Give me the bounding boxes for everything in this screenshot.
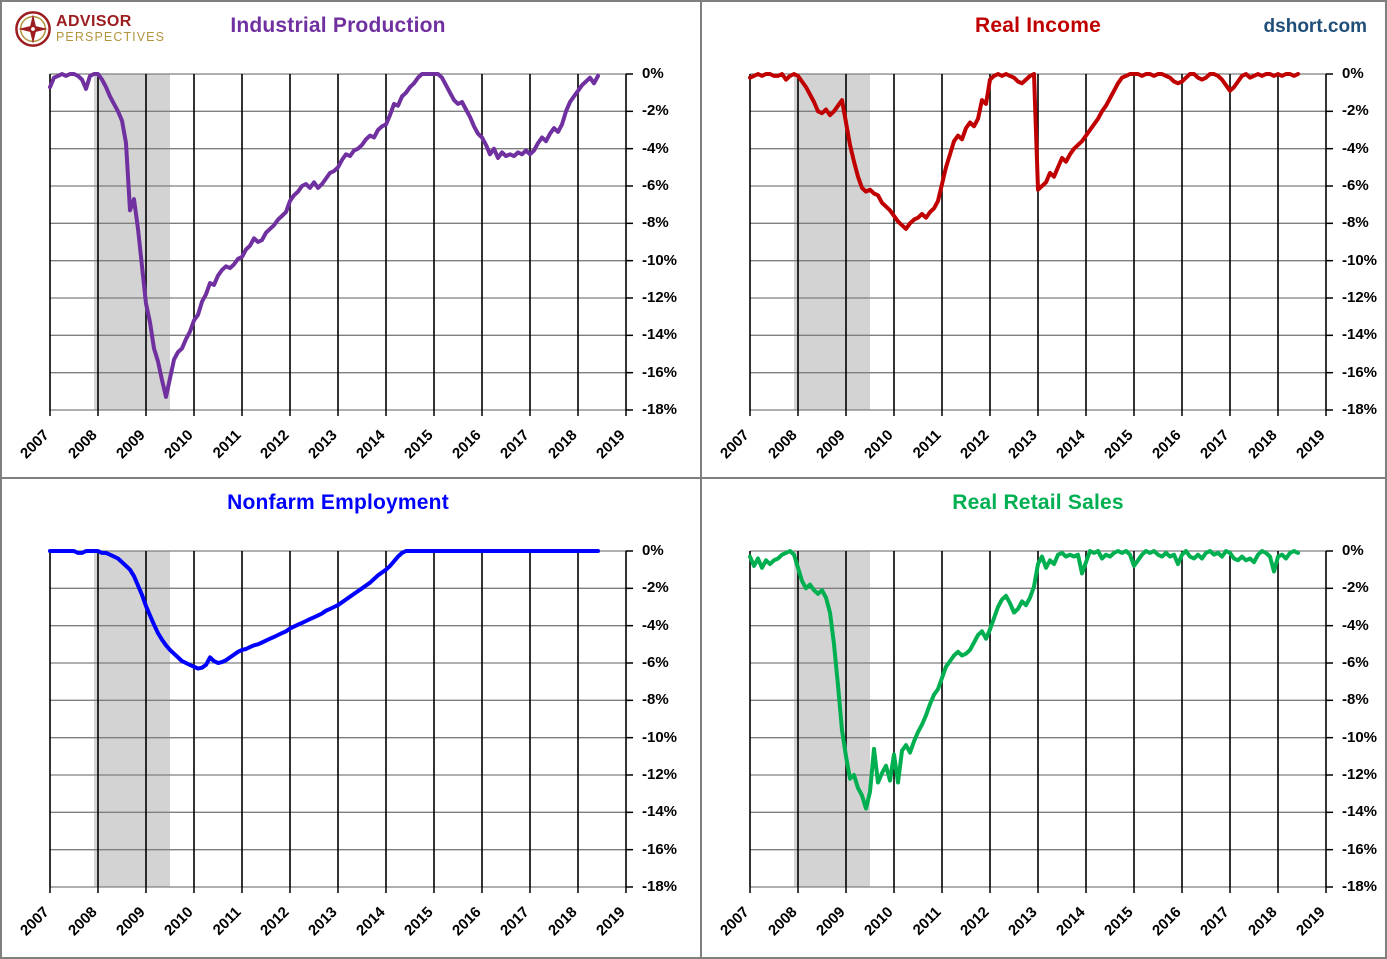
chart-title-real-retail-sales: Real Retail Sales (952, 491, 1124, 514)
y-axis-label: 0% (1342, 65, 1364, 82)
y-axis-label: -4% (1342, 139, 1369, 157)
y-axis-label: -6% (642, 177, 669, 194)
y-axis-label: -2% (1342, 579, 1369, 597)
y-axis-label: -8% (1342, 691, 1369, 709)
y-axis-label: -10% (642, 251, 678, 269)
y-axis-label: -16% (642, 363, 678, 381)
data-line (748, 549, 1300, 811)
y-axis-label: -18% (1342, 878, 1378, 895)
y-axis-label: -8% (642, 691, 669, 709)
chart-title-nonfarm-employment: Nonfarm Employment (227, 491, 449, 514)
y-axis-label: -10% (1342, 728, 1378, 746)
recession-band (94, 551, 170, 887)
recession-band (794, 74, 870, 410)
y-axis-label: -12% (642, 289, 678, 306)
data-line (748, 72, 1300, 231)
y-axis-label: -12% (1342, 289, 1378, 306)
y-axis-label: -12% (1342, 766, 1378, 783)
y-axis-label: -4% (1342, 616, 1369, 634)
y-axis-label: 0% (1342, 542, 1364, 559)
panel-industrial-production: ADVISOR PERSPECTIVES Industrial Producti… (2, 2, 702, 479)
y-axis-label: -14% (642, 326, 678, 344)
data-line (48, 549, 600, 671)
y-axis-label: -14% (642, 803, 678, 821)
panel-nonfarm-employment: Nonfarm Employment 0% -2% -4% -6% -8% -10% -12… (2, 479, 702, 957)
y-axis-label: -6% (642, 654, 669, 671)
y-axis-label: -16% (1342, 363, 1378, 381)
y-axis-label: -14% (1342, 803, 1378, 821)
logo-text: ADVISOR PERSPECTIVES (56, 14, 165, 44)
data-line (48, 72, 600, 399)
y-axis-label: -2% (642, 579, 669, 597)
chart-title-industrial-production: Industrial Production (230, 14, 446, 37)
y-axis-label: -6% (1342, 654, 1369, 671)
y-axis-label: -12% (642, 766, 678, 783)
y-axis-label: -16% (1342, 840, 1378, 858)
compass-rose-icon (15, 11, 51, 47)
y-axis-label: -8% (642, 214, 669, 232)
y-axis-label: -18% (642, 878, 678, 895)
y-axis-label: -8% (1342, 214, 1369, 232)
logo-line1: ADVISOR (56, 13, 132, 31)
y-axis-label: 0% (642, 65, 664, 82)
y-axis-label: -18% (642, 401, 678, 418)
y-axis-label: -10% (1342, 251, 1378, 269)
site-link: dshort.com (1263, 16, 1367, 37)
y-axis-label: 0% (642, 542, 664, 559)
y-axis-label: -2% (1342, 102, 1369, 120)
y-axis-label: -16% (642, 840, 678, 858)
plot-real-income (748, 72, 1333, 416)
advisor-perspectives-logo: ADVISOR PERSPECTIVES (14, 10, 165, 48)
y-axis-label: -2% (642, 102, 669, 120)
recession-band (794, 551, 870, 887)
logo-line2: PERSPECTIVES (56, 30, 166, 45)
y-axis-label: -4% (642, 139, 669, 157)
y-axis-label: -18% (1342, 401, 1378, 418)
panel-real-income: dshort.com Real Income 0% -2% -4% -6% -8% -10… (702, 2, 1385, 479)
y-axis-label: -6% (1342, 177, 1369, 194)
y-axis-label: -14% (1342, 326, 1378, 344)
plot-industrial-production (48, 72, 633, 416)
y-axis-label: -10% (642, 728, 678, 746)
plot-nonfarm-employment (48, 549, 633, 893)
plot-real-retail-sales (748, 549, 1333, 893)
chart-title-real-income: Real Income (975, 14, 1101, 37)
panel-real-retail-sales: Real Retail Sales 0% -2% -4% -6% -8% -10% -12%… (702, 479, 1385, 957)
y-axis-label: -4% (642, 616, 669, 634)
